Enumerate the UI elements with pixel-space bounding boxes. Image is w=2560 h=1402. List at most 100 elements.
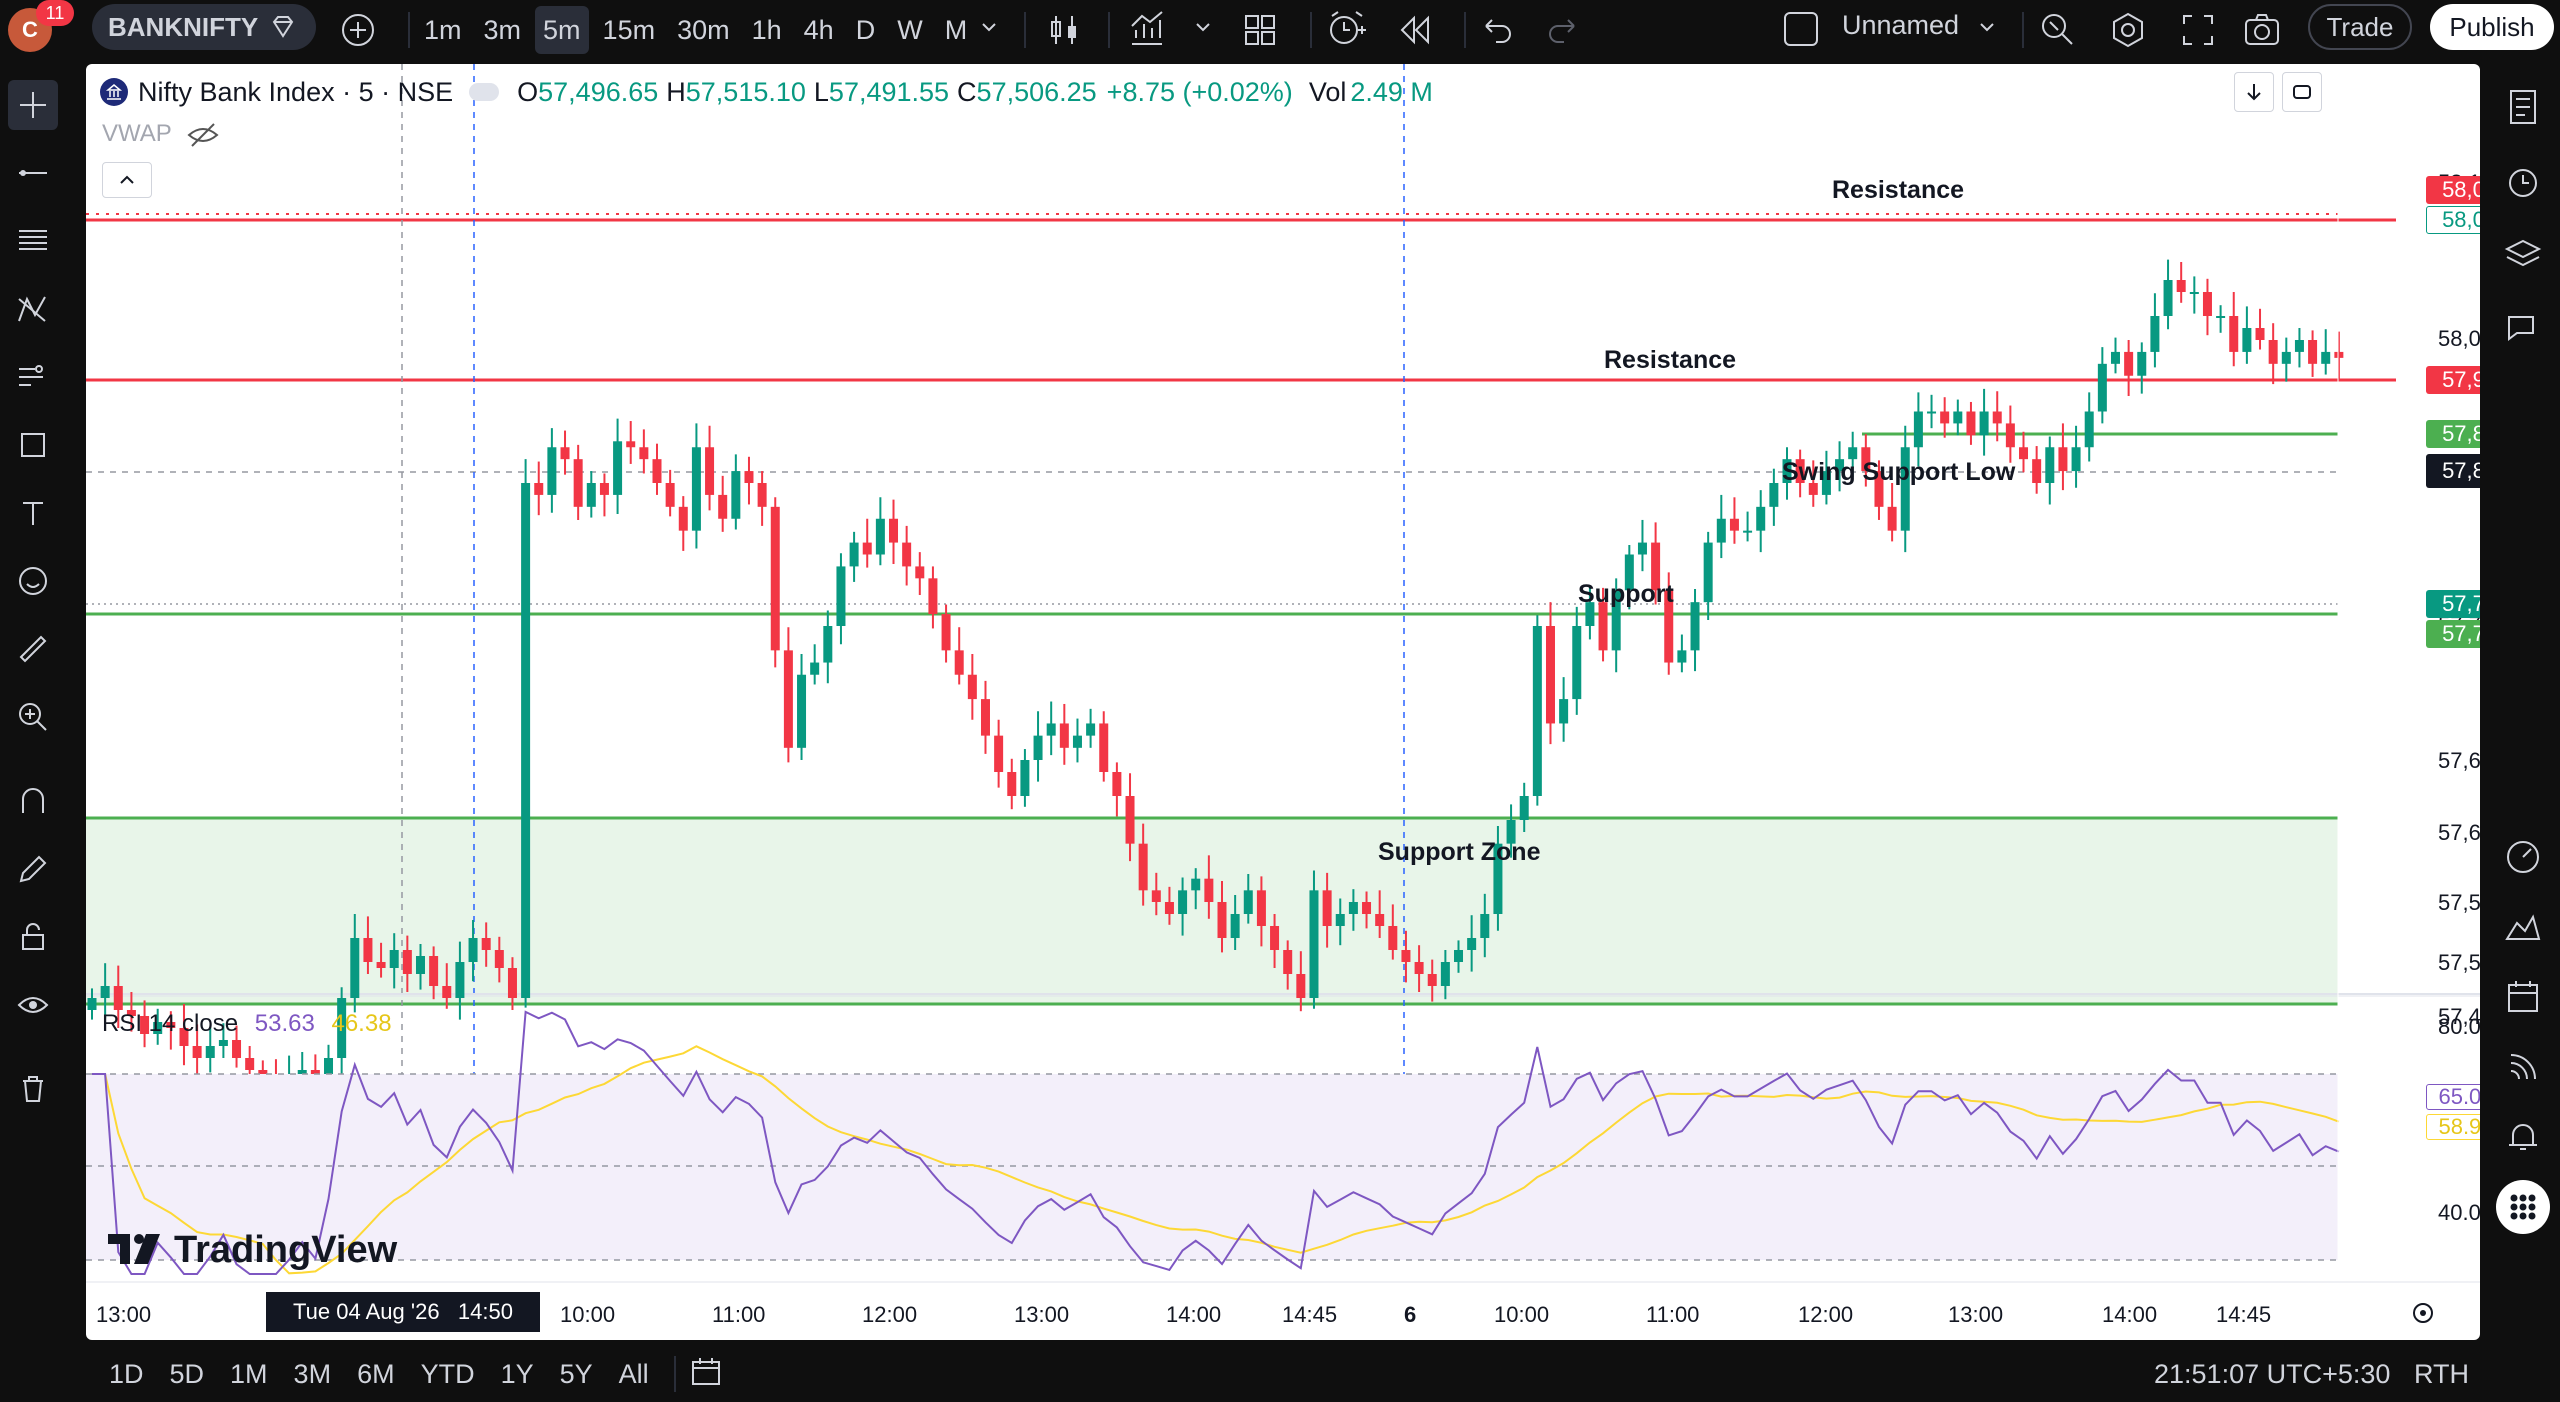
indicators-icon[interactable]: [1126, 8, 1168, 55]
settings-icon[interactable]: [2106, 8, 2150, 57]
emoji-icon[interactable]: [8, 556, 58, 606]
apps-grid-icon[interactable]: [2496, 1180, 2550, 1234]
undo-icon[interactable]: [1476, 10, 1516, 55]
publish-button[interactable]: Publish: [2430, 4, 2554, 50]
candle-body: [1506, 820, 1516, 844]
lock-icon[interactable]: [8, 912, 58, 962]
resistance-top-label[interactable]: Resistance: [1832, 176, 1965, 204]
candle-body: [297, 1070, 307, 1076]
layout-checkbox[interactable]: [1784, 12, 1818, 46]
symbol-title[interactable]: Nifty Bank Index · 5 · NSE: [138, 76, 454, 107]
zoom-in-icon[interactable]: [8, 692, 58, 742]
candle-body: [2202, 292, 2212, 316]
forecast-icon[interactable]: [8, 352, 58, 402]
candle-body: [455, 962, 465, 998]
indicators-dropdown-icon[interactable]: [1190, 14, 1216, 45]
resistance-mid-label[interactable]: Resistance: [1604, 346, 1737, 374]
replay-icon[interactable]: [1394, 10, 1434, 55]
pattern-icon[interactable]: [8, 284, 58, 334]
range-5y[interactable]: 5Y: [559, 1358, 593, 1389]
range-6m[interactable]: 6M: [357, 1358, 395, 1389]
candle-body: [1729, 518, 1739, 531]
speedometer-icon[interactable]: [2496, 830, 2550, 884]
interval-5m[interactable]: 5m: [535, 6, 589, 54]
layout-name[interactable]: Unnamed: [1842, 10, 1960, 40]
goto-date-icon[interactable]: [688, 1354, 724, 1395]
price-badge: 57,887.10: [2426, 420, 2480, 448]
alert-icon[interactable]: [1324, 6, 1368, 55]
candle-body: [245, 1058, 255, 1070]
support-zone-label[interactable]: Support Zone: [1378, 838, 1541, 866]
fullscreen-icon[interactable]: [2176, 8, 2220, 57]
magnet-icon[interactable]: [8, 776, 58, 826]
range-3m[interactable]: 3M: [293, 1358, 332, 1389]
candle-body: [1322, 890, 1332, 926]
candles-icon[interactable]: [1044, 10, 1084, 55]
layers-icon[interactable]: [2496, 228, 2550, 282]
candle-body: [2294, 340, 2304, 352]
legend-collapse-dot[interactable]: [469, 83, 500, 101]
quick-search-icon[interactable]: [2036, 8, 2080, 57]
interval-1m[interactable]: 1m: [424, 14, 462, 45]
trade-button[interactable]: Trade: [2308, 4, 2412, 50]
support-label[interactable]: Support: [1578, 580, 1674, 608]
rsi-label[interactable]: RSI 14 close: [102, 1010, 239, 1037]
interval-3m[interactable]: 3m: [483, 14, 522, 45]
trash-icon[interactable]: [8, 1064, 58, 1114]
candle-body: [1651, 542, 1661, 591]
symbol-search-button[interactable]: BANKNIFTY: [92, 4, 316, 50]
range-1m[interactable]: 1M: [230, 1358, 268, 1389]
candle-body: [1112, 772, 1122, 796]
range-all[interactable]: All: [618, 1358, 649, 1389]
session-text[interactable]: RTH: [2414, 1358, 2470, 1389]
open-value: 57,496.65: [538, 76, 659, 107]
watchlist-icon[interactable]: [2496, 80, 2550, 134]
trend-line-icon[interactable]: [8, 148, 58, 198]
snapshot-icon[interactable]: [2240, 8, 2284, 57]
calendar-icon[interactable]: [2496, 970, 2550, 1024]
eye-icon[interactable]: [8, 980, 58, 1030]
interval-1h[interactable]: 1h: [751, 14, 782, 45]
price-badge: 58,069.80: [2426, 176, 2480, 204]
candle-body: [2137, 351, 2147, 376]
clock-text[interactable]: 21:51:07 UTC+5:30: [2154, 1358, 2391, 1389]
candle-body: [1191, 878, 1201, 891]
hidden-eye-icon[interactable]: [186, 120, 220, 155]
stream-icon[interactable]: [2496, 1040, 2550, 1094]
alerts-clock-icon[interactable]: [2496, 154, 2550, 208]
price-chart[interactable]: [86, 64, 2480, 1340]
interval-4h[interactable]: 4h: [803, 14, 834, 45]
interval-M[interactable]: M: [944, 14, 968, 45]
range-1d[interactable]: 1D: [109, 1358, 144, 1389]
vwap-label[interactable]: VWAP: [102, 120, 172, 147]
scroll-down-button[interactable]: [2234, 72, 2274, 112]
price-tick: 57,670.00: [2438, 748, 2480, 773]
ruler-icon[interactable]: [8, 624, 58, 674]
interval-W[interactable]: W: [897, 14, 923, 45]
text-icon[interactable]: [8, 488, 58, 538]
maximize-pane-button[interactable]: [2282, 72, 2322, 112]
redo-icon[interactable]: [1544, 10, 1584, 55]
chat-icon[interactable]: [2496, 302, 2550, 356]
interval-30m[interactable]: 30m: [677, 14, 730, 45]
layout-dropdown-icon[interactable]: [1974, 14, 2000, 45]
crosshair-icon[interactable]: [8, 80, 58, 130]
range-ytd[interactable]: YTD: [420, 1358, 475, 1389]
layouts-icon[interactable]: [1240, 10, 1280, 55]
fib-icon[interactable]: [8, 216, 58, 266]
range-1y[interactable]: 1Y: [500, 1358, 534, 1389]
notifications-icon[interactable]: [2496, 1110, 2550, 1164]
add-symbol-icon[interactable]: [336, 8, 380, 52]
axis-settings-icon[interactable]: [2408, 1298, 2438, 1333]
shape-icon[interactable]: [8, 420, 58, 470]
interval-D[interactable]: D: [855, 14, 876, 45]
interval-dropdown-icon[interactable]: [976, 14, 1002, 45]
pencil-lock-icon[interactable]: [8, 844, 58, 894]
swing-support-label[interactable]: Swing Support Low: [1782, 458, 2016, 486]
interval-15m[interactable]: 15m: [602, 14, 656, 45]
ideas-icon[interactable]: [2496, 900, 2550, 954]
time-tick: 6: [1404, 1302, 1417, 1327]
range-5d[interactable]: 5D: [169, 1358, 205, 1389]
collapse-legend-button[interactable]: [102, 162, 152, 198]
